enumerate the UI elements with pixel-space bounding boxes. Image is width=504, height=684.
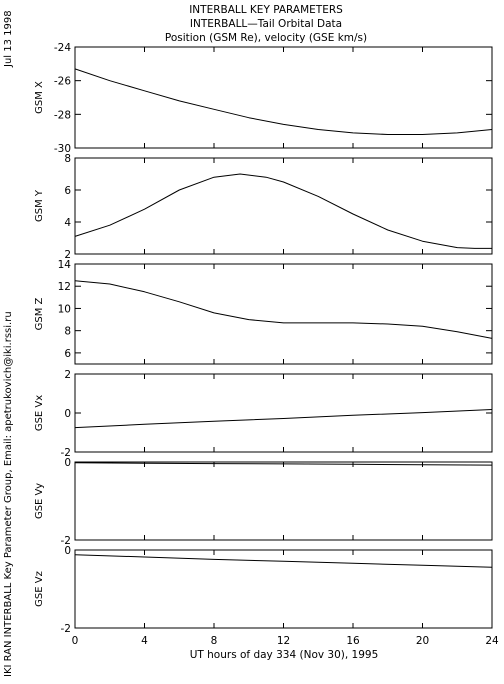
- chart-title-line-2: INTERBALL—Tail Orbital Data: [190, 18, 342, 30]
- series-line-gsm-x: [74, 68, 493, 135]
- y-tick-label: 2: [64, 249, 71, 261]
- x-tick-label: 20: [416, 635, 429, 647]
- y-tick-label: -30: [54, 143, 71, 155]
- y-tick-label: 0: [64, 457, 71, 469]
- y-tick-label: 8: [64, 326, 71, 338]
- panel-frame: [74, 263, 493, 365]
- series-line-gsm-z: [74, 280, 493, 339]
- y-tick-label: 0: [64, 545, 71, 557]
- y-axis-label: GSM Z: [34, 297, 45, 330]
- panel-gse-vy: -2 0 GSE Vy: [34, 457, 493, 547]
- chart-title-line-1: INTERBALL KEY PARAMETERS: [189, 4, 343, 16]
- series-line-gse-vz: [74, 554, 493, 568]
- x-tick-label: 12: [277, 635, 290, 647]
- y-tick-label: -2: [61, 535, 71, 547]
- panel-gse-vx: -2 0 2 GSE Vx: [34, 369, 493, 459]
- panel-gse-vz: -2 0 GSE Vz: [34, 545, 493, 635]
- y-axis-label: GSE Vy: [34, 483, 45, 519]
- x-tick-label: 0: [72, 635, 79, 647]
- panels: -30 -28 -26 -24 GSM X 2 4 6 8 GSM Y 6 8 10 12 14 GSM Z -…: [34, 42, 493, 635]
- panel-gsm-z: 6 8 10 12 14 GSM Z: [34, 259, 493, 365]
- date-label: Jul 13 1998: [3, 10, 14, 68]
- y-axis-label: GSE Vx: [34, 395, 45, 431]
- panel-frame: [74, 373, 493, 453]
- x-tick-label: 16: [346, 635, 360, 647]
- y-tick-label: 10: [58, 303, 71, 315]
- panel-frame: [74, 46, 493, 149]
- y-tick-label: 0: [64, 408, 71, 420]
- x-axis-label: UT hours of day 334 (Nov 30), 1995: [190, 649, 379, 661]
- y-tick-label: -2: [61, 623, 71, 635]
- y-tick-label: -26: [54, 76, 71, 88]
- x-axis: 0 4 8 12 16 20 24: [72, 635, 499, 647]
- series-line-gse-vx: [74, 409, 493, 429]
- x-tick-label: 8: [211, 635, 218, 647]
- y-tick-label: -28: [54, 109, 71, 121]
- chart-title-line-3: Position (GSM Re), velocity (GSE km/s): [165, 32, 367, 44]
- y-tick-label: -24: [54, 42, 71, 54]
- panel-gsm-x: -30 -28 -26 -24 GSM X: [34, 42, 493, 155]
- y-tick-label: 8: [64, 153, 71, 165]
- series-line-gse-vy: [74, 462, 493, 466]
- y-tick-label: 12: [58, 281, 71, 293]
- x-tick-label: 24: [485, 635, 499, 647]
- credit-label: IKI RAN INTERBALL Key Parameter Group, E…: [3, 311, 14, 677]
- y-axis-label: GSM Y: [34, 189, 45, 222]
- y-axis-label: GSM X: [34, 81, 45, 114]
- y-tick-label: 6: [64, 348, 71, 360]
- y-tick-label: -2: [61, 447, 71, 459]
- series-line-gsm-y: [74, 173, 492, 249]
- panel-frame: [74, 157, 493, 255]
- panel-frame: [74, 461, 493, 541]
- y-tick-label: 14: [58, 259, 72, 271]
- x-tick-label: 4: [141, 635, 148, 647]
- y-tick-label: 2: [64, 369, 71, 381]
- panel-gsm-y: 2 4 6 8 GSM Y: [34, 153, 493, 261]
- y-axis-label: GSE Vz: [34, 571, 45, 607]
- y-tick-label: 4: [64, 217, 71, 229]
- y-tick-label: 6: [64, 185, 71, 197]
